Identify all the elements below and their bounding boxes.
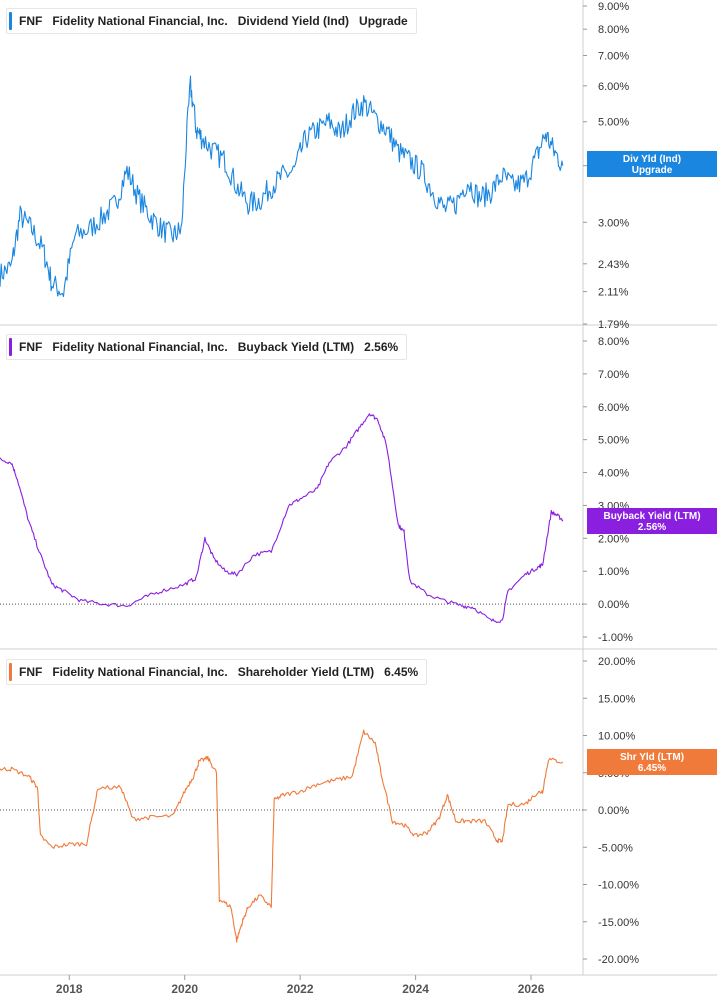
y-tick-label: 10.00% [598,731,636,743]
series-line [0,75,564,298]
y-tick-label: -10.00% [598,880,639,892]
legend-metric: Buyback Yield (LTM) [237,340,355,354]
legend-upgrade-badge[interactable]: Upgrade [359,14,408,28]
y-tick-label: 1.79% [598,319,629,331]
legend-company: Fidelity National Financial, Inc. [52,340,228,354]
x-tick-label: 2024 [402,982,429,996]
legend-metric: Dividend Yield (Ind) [237,14,350,28]
y-tick-label: -1.00% [598,632,633,644]
y-tick-label: 0.00% [598,805,629,817]
y-tick-label: 7.00% [598,50,629,62]
y-tick-label: 8.00% [598,336,629,348]
value-flag-label: Buyback Yield (LTM) [603,511,700,522]
y-tick-label: 6.00% [598,402,629,414]
y-tick-label: 1.00% [598,566,629,578]
legend-ticker: FNF [19,340,43,354]
series-color-swatch [9,338,12,356]
y-tick-label: 6.00% [598,81,629,93]
series-line [0,729,564,943]
x-tick-label: 2022 [287,982,314,996]
series-color-swatch [9,12,12,30]
y-tick-label: 4.00% [598,468,629,480]
y-tick-label: 5.00% [598,435,629,447]
y-tick-label: 3.00% [598,217,629,229]
series-color-swatch [9,663,12,681]
buyback-yield-legend: FNF Fidelity National Financial, Inc. Bu… [6,334,408,360]
shareholder-yield-legend: FNF Fidelity National Financial, Inc. Sh… [6,659,428,685]
y-tick-label: -20.00% [598,954,639,966]
x-tick-label: 2018 [56,982,83,996]
value-flag-value: 2.56% [638,522,666,533]
legend-value: 2.56% [364,340,399,354]
value-flag [587,749,717,775]
value-flag-value: 6.45% [638,763,666,774]
legend-ticker: FNF [19,14,43,28]
y-tick-label: 15.00% [598,693,636,705]
value-flag [587,508,717,534]
legend-value: 6.45% [384,665,419,679]
y-tick-label: 9.00% [598,1,629,13]
series-line [0,413,564,623]
value-flag-label: Shr Yld (LTM) [620,752,684,763]
legend-company: Fidelity National Financial, Inc. [52,14,228,28]
y-tick-label: 20.00% [598,656,636,668]
y-tick-label: -15.00% [598,917,639,929]
x-tick-label: 2020 [171,982,198,996]
legend-metric: Shareholder Yield (LTM) [237,665,375,679]
legend-company: Fidelity National Financial, Inc. [52,665,228,679]
y-tick-label: 2.43% [598,259,629,271]
value-flag [587,151,717,177]
y-tick-label: 2.11% [598,287,629,299]
x-tick-label: 2026 [518,982,545,996]
legend-ticker: FNF [19,665,43,679]
y-tick-label: 2.00% [598,533,629,545]
y-tick-label: 0.00% [598,599,629,611]
value-flag-value: Upgrade [632,165,673,176]
value-flag-label: Div Yld (Ind) [623,154,681,165]
dividend-yield-legend: FNF Fidelity National Financial, Inc. Di… [6,8,417,34]
y-tick-label: -5.00% [598,842,633,854]
y-tick-label: 8.00% [598,24,629,36]
y-tick-label: 5.00% [598,117,629,129]
y-tick-label: 7.00% [598,369,629,381]
